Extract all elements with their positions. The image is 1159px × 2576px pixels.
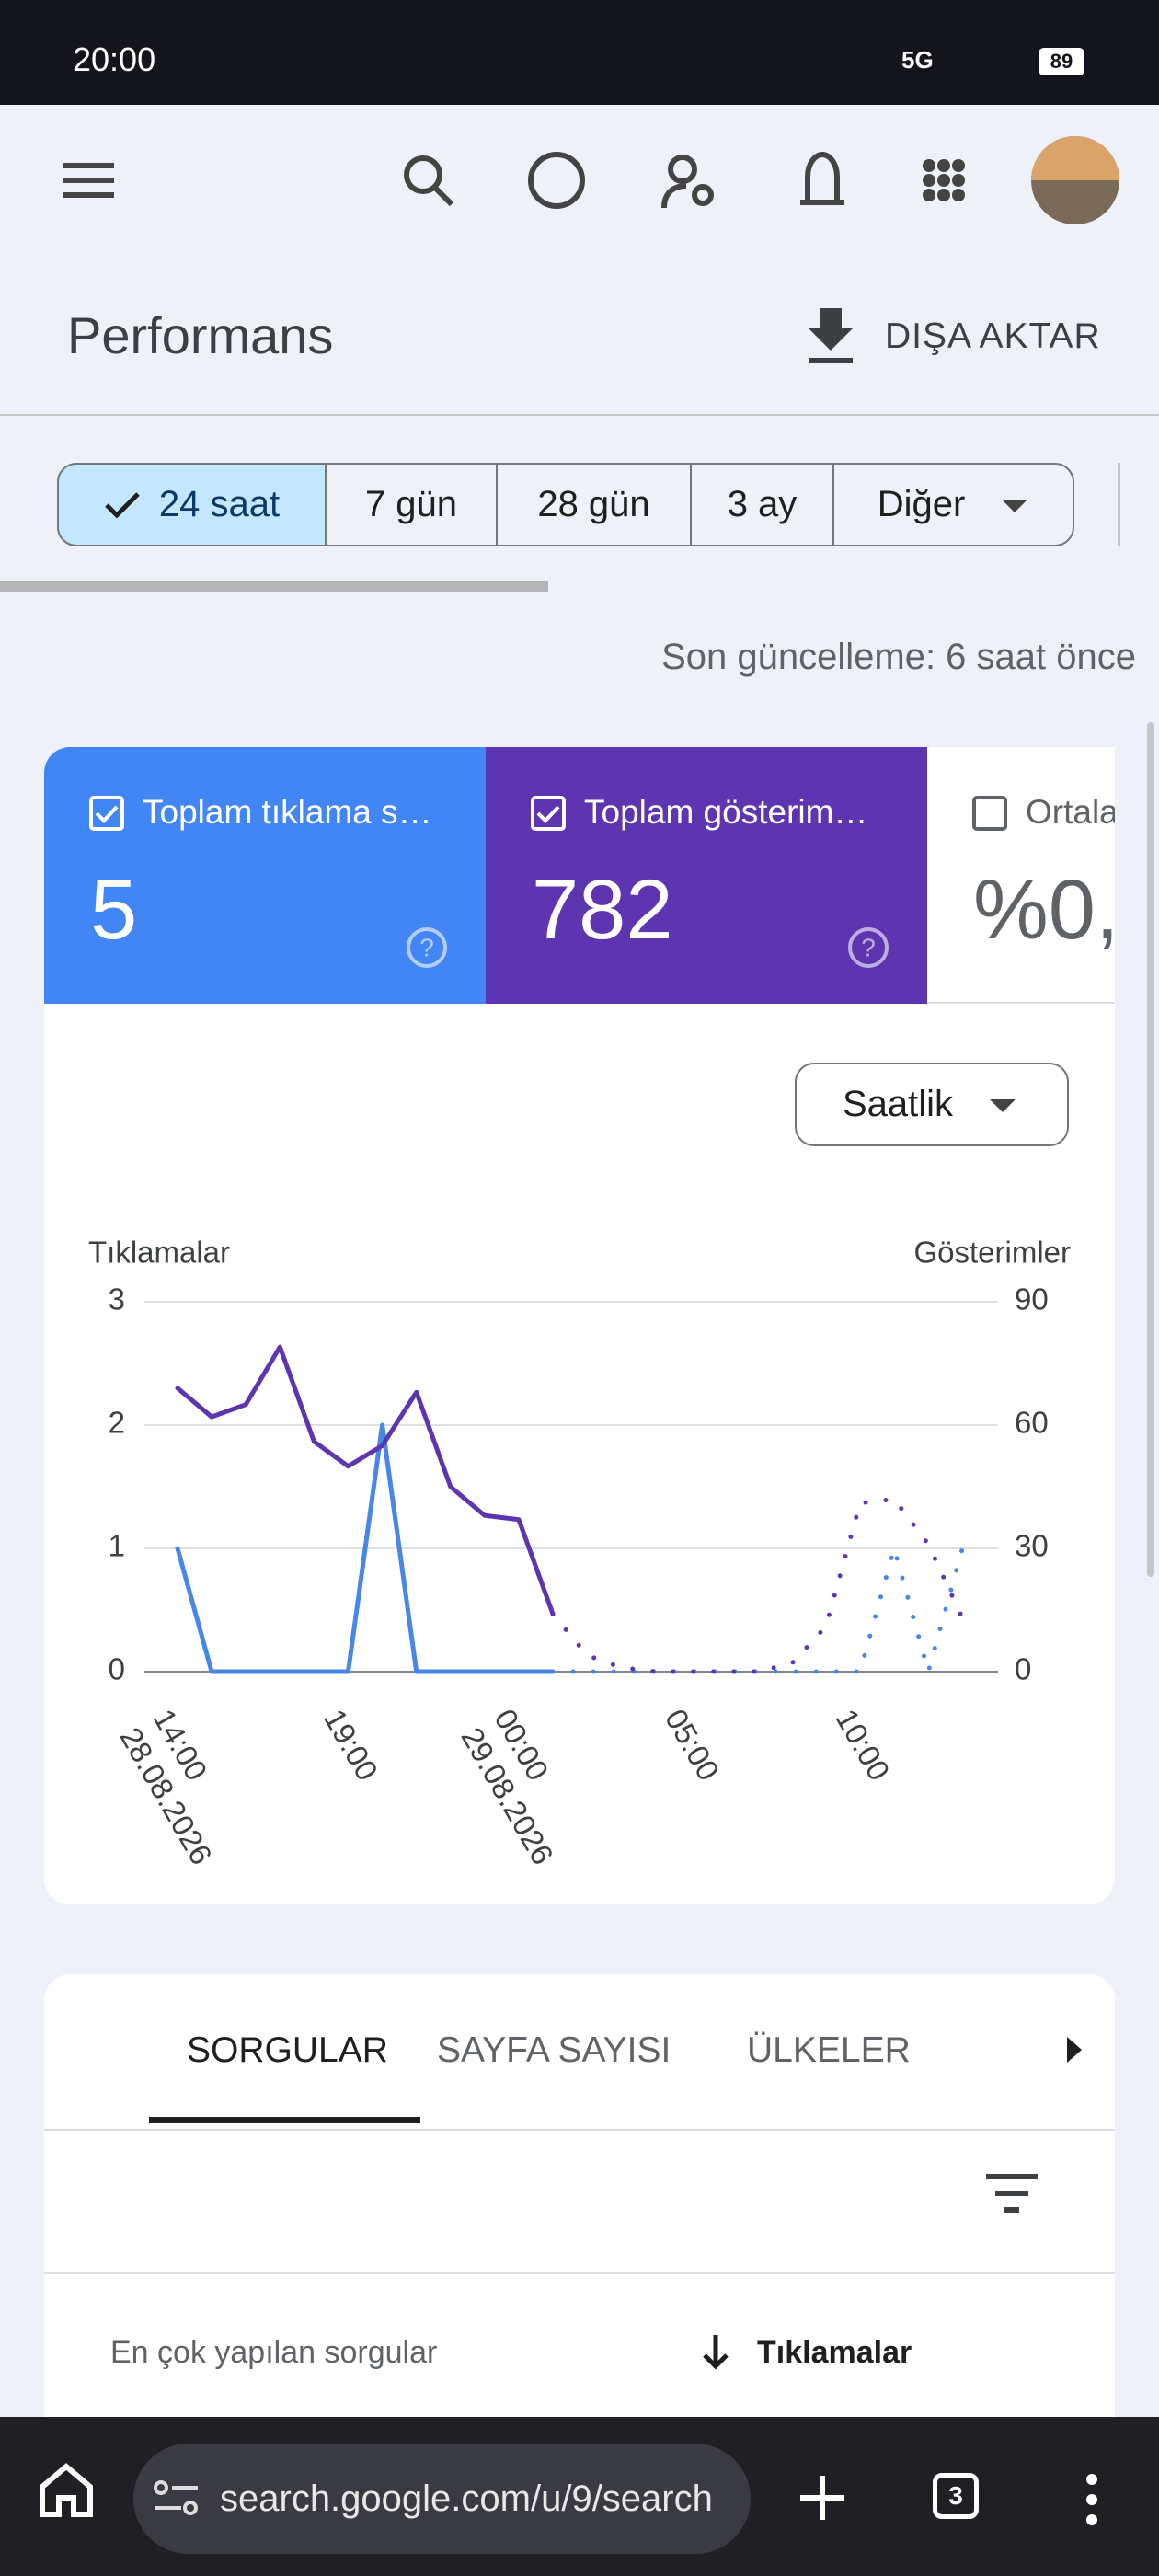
checkbox-box bbox=[531, 796, 566, 831]
site-info-icon bbox=[154, 2480, 198, 2515]
checkbox-box bbox=[89, 796, 124, 831]
metric-card[interactable]: Ortala %0,0 bbox=[927, 747, 1115, 1004]
checkbox bbox=[972, 796, 1007, 831]
tab[interactable]: SORGULAR bbox=[187, 2030, 388, 2070]
help-icon: ? bbox=[407, 927, 447, 968]
menu-dots[interactable] bbox=[1081, 2472, 1103, 2527]
check-icon bbox=[105, 491, 140, 519]
new-tab-icon[interactable] bbox=[797, 2472, 848, 2524]
series-line bbox=[175, 1422, 965, 1674]
tab-count[interactable]: 3 bbox=[933, 2473, 979, 2519]
caret bbox=[1002, 499, 1028, 512]
filter-chip[interactable]: 7 gün bbox=[325, 463, 498, 546]
granularity-dropdown[interactable]: Saatlik bbox=[795, 1063, 1069, 1146]
performance-chart: Tıklamalar Gösterimler0123030609014:0028.… bbox=[88, 1236, 1071, 1870]
help-icon: ? bbox=[848, 927, 889, 968]
toolbar-icons bbox=[63, 136, 1119, 224]
y2-tick-label: 0 bbox=[1015, 1652, 1031, 1686]
y2-axis-title: Gösterimler bbox=[913, 1236, 1071, 1270]
chip-label: 7 gün bbox=[364, 484, 458, 524]
chip-label: 24 saat bbox=[158, 484, 281, 524]
y-tick-label: 1 bbox=[109, 1529, 125, 1563]
y2-tick-label: 30 bbox=[1015, 1529, 1049, 1563]
menu-icon[interactable] bbox=[63, 163, 114, 198]
chip-label: 3 ay bbox=[727, 484, 798, 524]
divider bbox=[1118, 463, 1120, 546]
column-header[interactable]: Tıklamalar bbox=[757, 2335, 912, 2370]
checkbox-box bbox=[972, 796, 1007, 831]
filter-icon[interactable] bbox=[984, 2173, 1039, 2214]
metric-card[interactable]: Toplam gösterim… 782? bbox=[486, 747, 927, 1004]
battery: 89 bbox=[1039, 48, 1084, 75]
url: search.google.com/u/9/search bbox=[220, 2478, 713, 2519]
filter-chip[interactable]: 28 gün bbox=[496, 463, 692, 546]
granularity-label: Saatlik bbox=[843, 1084, 954, 1124]
help-mark: ? bbox=[861, 933, 876, 961]
table-panel bbox=[44, 1974, 1115, 2434]
check bbox=[105, 491, 140, 519]
sort-icon bbox=[703, 2335, 729, 2370]
metric-label: Ortala bbox=[1026, 793, 1115, 831]
caret bbox=[990, 1098, 1016, 1112]
home-icon[interactable] bbox=[37, 2461, 96, 2520]
checkbox bbox=[531, 796, 566, 831]
checkmark bbox=[536, 805, 560, 823]
y-tick-label: 3 bbox=[109, 1282, 125, 1317]
metric-label: Toplam gösterim… bbox=[584, 793, 868, 831]
tab[interactable]: ÜLKELER bbox=[747, 2030, 911, 2070]
y-tick-label: 0 bbox=[109, 1652, 125, 1686]
address-bar[interactable]: search.google.com/u/9/search bbox=[133, 2444, 751, 2554]
caret bbox=[1002, 499, 1028, 512]
x-tick-label: 19:00 bbox=[317, 1703, 384, 1786]
y-tick-label: 2 bbox=[109, 1406, 125, 1440]
help-icon[interactable] bbox=[528, 152, 585, 209]
x-tick-label: 10:00 bbox=[829, 1703, 896, 1786]
metric-value: 782 bbox=[532, 863, 673, 957]
admin-icon[interactable] bbox=[668, 155, 697, 184]
search-icon[interactable] bbox=[404, 155, 442, 194]
metric-value: 5 bbox=[90, 863, 138, 957]
help-mark: ? bbox=[419, 933, 434, 961]
y2-tick-label: 90 bbox=[1015, 1282, 1049, 1317]
series-line bbox=[175, 1344, 965, 1674]
checkbox bbox=[89, 796, 124, 831]
y-axis-title: Tıklamalar bbox=[88, 1236, 230, 1270]
chip-label: Diğer bbox=[877, 484, 966, 524]
filter-chip[interactable]: 3 ay bbox=[690, 463, 834, 546]
x-tick-label: 05:00 bbox=[659, 1703, 726, 1786]
network: 5G bbox=[901, 46, 934, 74]
divider bbox=[0, 414, 1159, 416]
browser-bar: search.google.com/u/9/search 3 bbox=[0, 2417, 1159, 2576]
filter-chip[interactable]: 24 saat bbox=[57, 463, 327, 546]
chip-label: 28 gün bbox=[537, 484, 650, 524]
bell-icon[interactable] bbox=[800, 151, 844, 205]
metric-label: Toplam tıklama s… bbox=[143, 793, 432, 831]
status-bar: 20:00 5G 89 bbox=[0, 0, 1159, 105]
divider bbox=[44, 2272, 1115, 2274]
metric-value: %0,0 bbox=[973, 863, 1115, 957]
column-header: En çok yapılan sorgular bbox=[110, 2335, 438, 2370]
export-button[interactable]: DIŞA AKTAR bbox=[885, 316, 1101, 356]
scrollbar bbox=[0, 581, 548, 592]
y2-tick-label: 60 bbox=[1015, 1406, 1049, 1440]
filter-chip[interactable]: Diğer bbox=[832, 463, 1074, 546]
apps-icon[interactable] bbox=[923, 159, 965, 201]
tab-indicator bbox=[149, 2117, 420, 2123]
tab[interactable]: SAYFA SAYISI bbox=[437, 2030, 671, 2070]
page-title: Performans bbox=[67, 306, 334, 364]
page-scrollbar bbox=[1147, 722, 1154, 1577]
tabs-next[interactable] bbox=[1060, 2031, 1087, 2068]
download-icon bbox=[809, 308, 853, 363]
checkmark bbox=[95, 805, 119, 823]
metric-card[interactable]: Toplam tıklama s… 5? bbox=[44, 747, 486, 1004]
help-circle bbox=[407, 927, 447, 968]
last-update: Son güncelleme: 6 saat önce bbox=[661, 637, 1136, 677]
help-circle bbox=[848, 927, 889, 968]
time: 20:00 bbox=[73, 40, 156, 78]
divider bbox=[44, 2129, 1115, 2131]
